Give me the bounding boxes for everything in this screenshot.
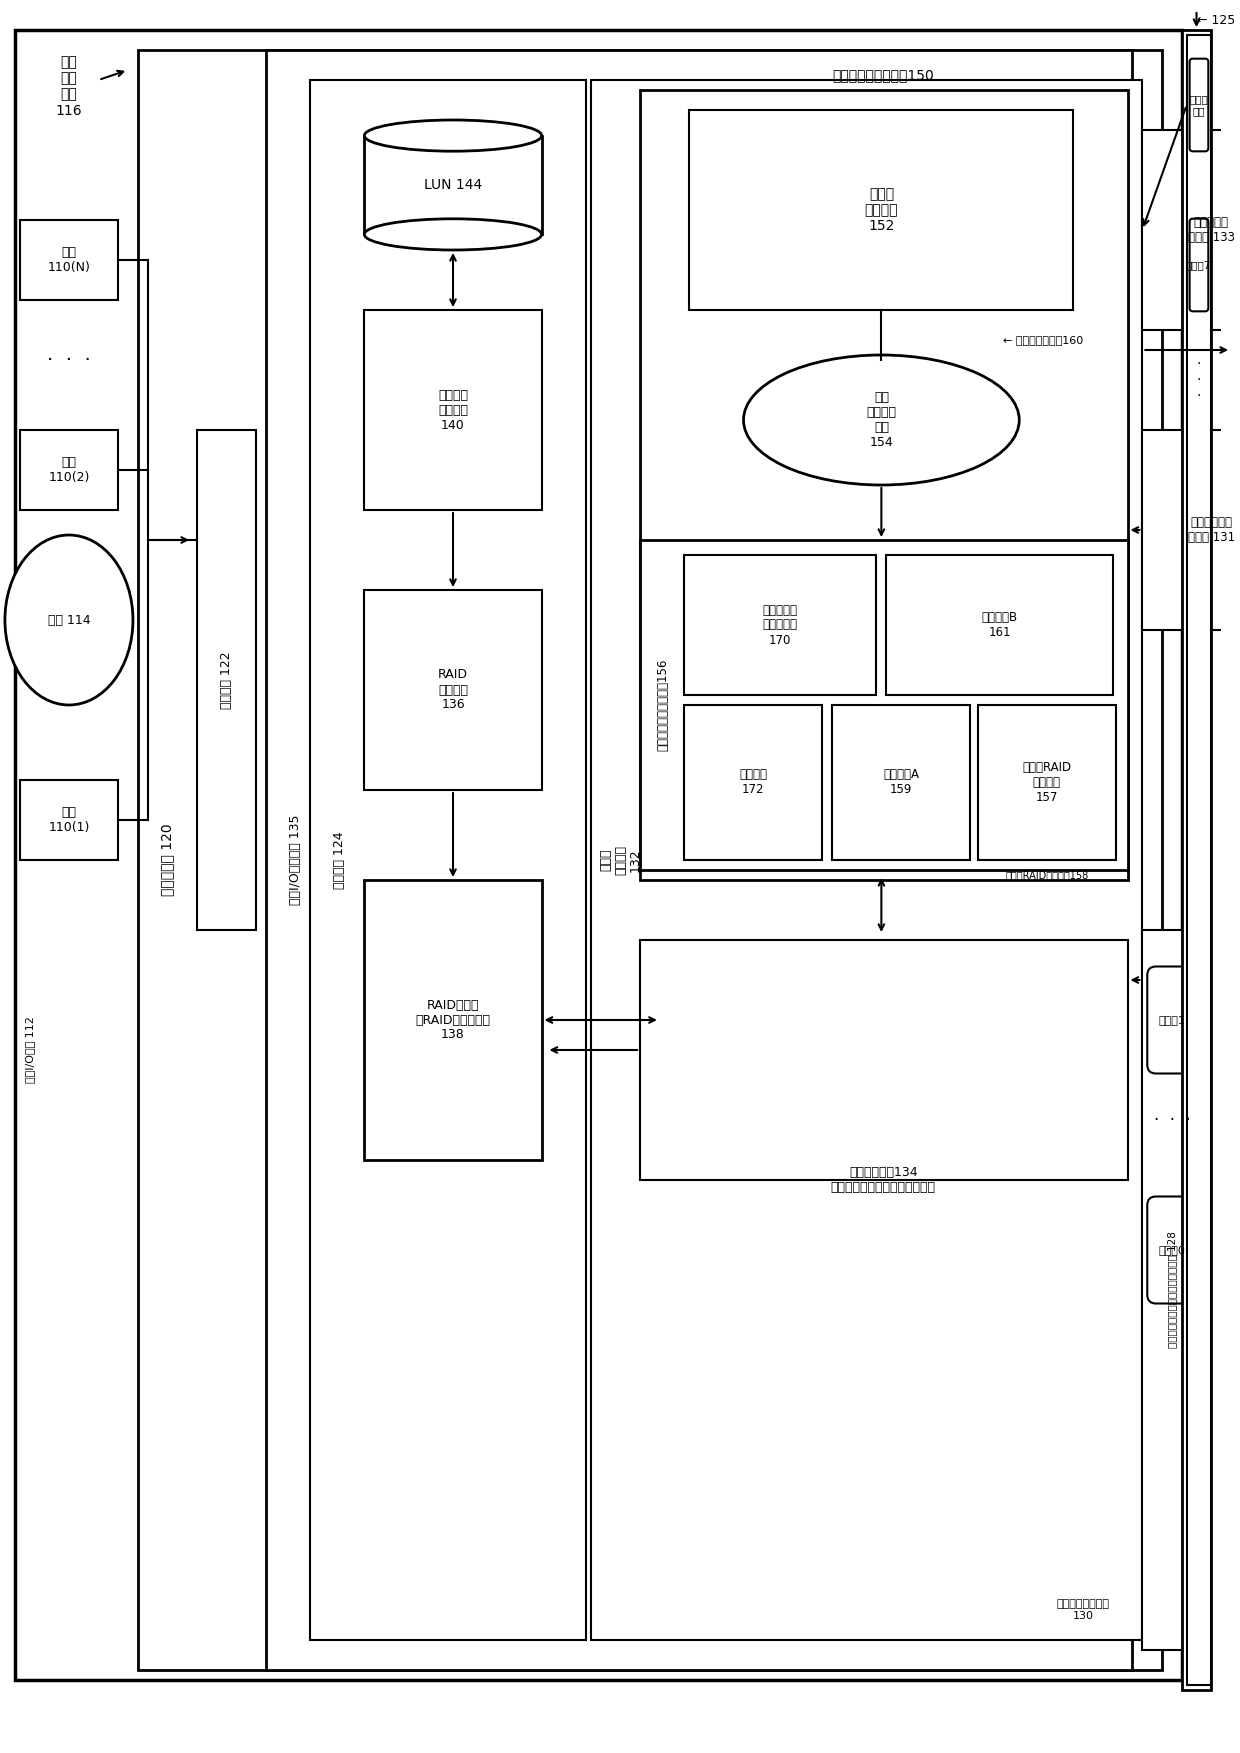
Text: 物理非易失性数据存储驱动器阵列 128: 物理非易失性数据存储驱动器阵列 128: [1167, 1232, 1177, 1348]
Text: 组大小
比较逻辑
152: 组大小 比较逻辑 152: [864, 188, 898, 233]
Bar: [197, 429, 255, 931]
Bar: [20, 780, 118, 861]
Ellipse shape: [365, 219, 542, 251]
Text: ·
·
·: · · ·: [1197, 358, 1200, 403]
Bar: [1142, 130, 1240, 330]
Text: 驱动器0: 驱动器0: [1158, 1245, 1185, 1255]
Text: 网络 114: 网络 114: [47, 614, 91, 626]
Bar: [1187, 35, 1211, 1685]
Text: RAID
映射逻辑
136: RAID 映射逻辑 136: [438, 668, 467, 712]
FancyBboxPatch shape: [1189, 58, 1208, 151]
FancyBboxPatch shape: [1147, 966, 1197, 1073]
Text: 初始存储驱动器组
130: 初始存储驱动器组 130: [1056, 1599, 1110, 1622]
Text: ·  ·  ·: · · ·: [47, 351, 91, 370]
Text: LUN 144: LUN 144: [424, 179, 482, 193]
Bar: [365, 880, 542, 1160]
Text: 主机I/O操作 112: 主机I/O操作 112: [25, 1017, 35, 1083]
FancyBboxPatch shape: [1147, 1197, 1197, 1304]
Text: 驱动器盘区池134
（物理驱动器中的驱动器盘区）: 驱动器盘区池134 （物理驱动器中的驱动器盘区）: [831, 1166, 936, 1194]
Text: 未分配存储
驱动器列表
170: 未分配存储 驱动器列表 170: [763, 603, 797, 647]
Bar: [887, 556, 1112, 694]
Text: 新的驱
动器: 新的驱 动器: [1189, 95, 1208, 116]
Text: 邻域框架B
161: 邻域框架B 161: [982, 612, 1018, 640]
Text: ·  ·  ·: · · ·: [1153, 1111, 1190, 1129]
Text: 主机I/O处理逻辑 135: 主机I/O处理逻辑 135: [289, 815, 301, 905]
Text: ← 驱动器添加通知160: ← 驱动器添加通知160: [1003, 335, 1084, 345]
Bar: [1182, 30, 1211, 1690]
Bar: [365, 591, 542, 791]
Bar: [265, 51, 1132, 1671]
Bar: [310, 81, 587, 1641]
Bar: [365, 310, 542, 510]
Text: 经排序RAID
盘区分配
157: 经排序RAID 盘区分配 157: [1022, 761, 1071, 803]
Bar: [640, 89, 1127, 880]
Bar: [1142, 429, 1240, 629]
Text: 空闲驱动器
盘区区 133: 空闲驱动器 盘区区 133: [1188, 216, 1235, 244]
Text: 移动计数
172: 移动计数 172: [739, 768, 768, 796]
Text: 驱动器7: 驱动器7: [1185, 259, 1211, 270]
FancyBboxPatch shape: [1189, 219, 1208, 312]
Bar: [138, 51, 1162, 1671]
Text: 主机
110(N): 主机 110(N): [47, 245, 91, 273]
Bar: [832, 705, 970, 861]
Bar: [684, 705, 822, 861]
Bar: [20, 429, 118, 510]
Bar: [591, 81, 1142, 1641]
Text: 主机
110(2): 主机 110(2): [48, 456, 89, 484]
Bar: [640, 940, 1127, 1180]
Bar: [1142, 931, 1202, 1650]
Ellipse shape: [365, 119, 542, 151]
Text: 处理电路 124: 处理电路 124: [334, 831, 346, 889]
Text: 存储处理器 120: 存储处理器 120: [160, 824, 175, 896]
Text: 驱动器1: 驱动器1: [1158, 1015, 1185, 1026]
Text: 已分配驱动器
盘区区 131: 已分配驱动器 盘区区 131: [1188, 515, 1235, 543]
Text: 经排序RAID盘区分配158: 经排序RAID盘区分配158: [1006, 869, 1089, 880]
Text: RAID映射表
（RAID盘区条目）
138: RAID映射表 （RAID盘区条目） 138: [415, 999, 491, 1041]
Bar: [689, 110, 1074, 310]
Ellipse shape: [744, 356, 1019, 486]
Text: 驱动器
盘区逻辑
132: 驱动器 盘区逻辑 132: [599, 845, 642, 875]
Ellipse shape: [5, 535, 133, 705]
Text: 驱动器添加处理逻辑150: 驱动器添加处理逻辑150: [832, 68, 934, 82]
Text: 驱动器组添加处理逻辑156: 驱动器组添加处理逻辑156: [657, 659, 670, 752]
Text: ← 125: ← 125: [1197, 14, 1235, 26]
Bar: [640, 540, 1127, 869]
Text: 存储对象
映射逻辑
140: 存储对象 映射逻辑 140: [438, 389, 467, 431]
Bar: [20, 219, 118, 300]
Text: 数据
存储
系统
116: 数据 存储 系统 116: [56, 54, 82, 117]
Text: 邻域框架A
159: 邻域框架A 159: [883, 768, 919, 796]
Bar: [365, 135, 542, 235]
Bar: [978, 705, 1116, 861]
Text: 通信接口 122: 通信接口 122: [219, 650, 233, 708]
Bar: [684, 556, 877, 694]
Text: 主机
110(1): 主机 110(1): [48, 806, 89, 834]
Text: 触发
驱动器组
拆分
154: 触发 驱动器组 拆分 154: [867, 391, 897, 449]
